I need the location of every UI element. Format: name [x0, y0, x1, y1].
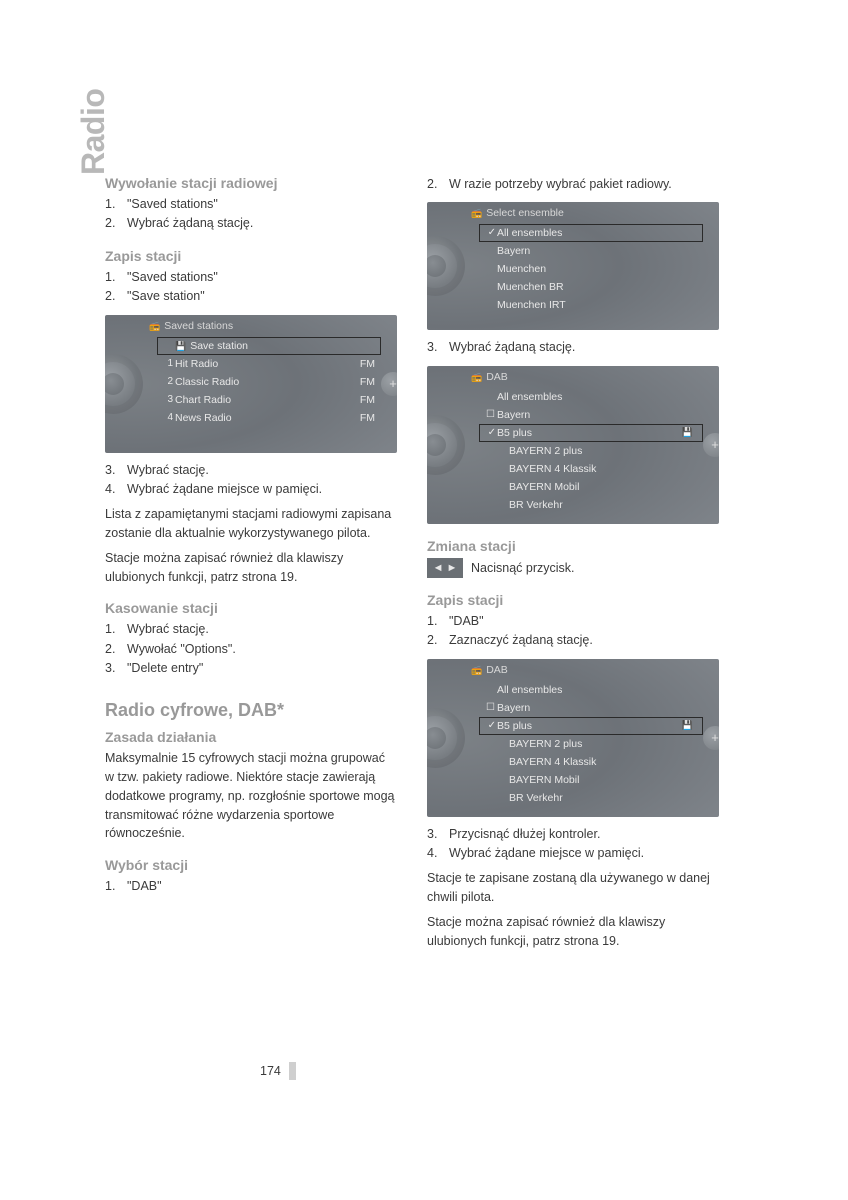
screenshot-row: BAYERN 2 plus — [479, 442, 703, 460]
screenshot-row: ✓All ensembles — [479, 224, 703, 242]
list-item: 1."DAB" — [427, 612, 719, 631]
list-save-station-dab-cont: 3.Przycisnąć dłużej kontroler. 4.Wybrać … — [427, 825, 719, 864]
list-item: 2.Wywołać "Options". — [105, 640, 397, 659]
list-select-station-cont2: 3.Wybrać żądaną stację. — [427, 338, 719, 357]
screenshot-row: ✓B5 plus💾 — [479, 717, 703, 735]
heading-save-station-dab: Zapis stacji — [427, 592, 719, 608]
list-delete-station: 1.Wybrać stację. 2.Wywołać "Options". 3.… — [105, 620, 397, 678]
screenshot-row: ☐Bayern — [479, 699, 703, 717]
paragraph: Lista z zapamiętanymi stacjami radiowymi… — [105, 505, 397, 543]
screenshot-row: Bayern — [479, 242, 703, 260]
paragraph: Maksymalnie 15 cyfrowych stacji można gr… — [105, 749, 397, 843]
screenshot-row: BAYERN 4 Klassik — [479, 460, 703, 478]
screenshot-row: Muenchen BR — [479, 278, 703, 296]
list-select-station-cont: 2.W razie potrzeby wybrać pakiet radiowy… — [427, 175, 719, 194]
screenshot-row: BAYERN 2 plus — [479, 735, 703, 753]
list-recall-station: 1."Saved stations" 2.Wybrać żądaną stacj… — [105, 195, 397, 234]
screenshot-header: 📻Saved stations — [105, 315, 397, 335]
screenshot-dab-2: + 📻DAB All ensembles ☐Bayern ✓B5 plus💾 B… — [427, 659, 719, 817]
list-item: 4.Wybrać żądane miejsce w pamięci. — [427, 844, 719, 863]
screenshot-row: 2Classic RadioFM — [157, 373, 381, 391]
list-save-station: 1."Saved stations" 2."Save station" — [105, 268, 397, 307]
list-item: 3.Przycisnąć dłużej kontroler. — [427, 825, 719, 844]
page-content: Wywołanie stacji radiowej 1."Saved stati… — [105, 175, 725, 950]
screenshot-row-save: 💾Save station — [157, 337, 381, 355]
heading-change-station: Zmiana stacji — [427, 538, 719, 554]
list-item: 1.Wybrać stację. — [105, 620, 397, 639]
list-item: 2.Wybrać żądaną stację. — [105, 214, 397, 233]
screenshot-row: All ensembles — [479, 388, 703, 406]
screenshot-row: ☐Bayern — [479, 406, 703, 424]
heading-save-station: Zapis stacji — [105, 248, 397, 264]
screenshot-row: BR Verkehr — [479, 496, 703, 514]
screenshot-header: 📻Select ensemble — [427, 202, 719, 222]
screenshot-row: BAYERN Mobil — [479, 771, 703, 789]
list-save-station-cont: 3.Wybrać stację. 4.Wybrać żądane miejsce… — [105, 461, 397, 500]
list-item: 1."Saved stations" — [105, 268, 397, 287]
screenshot-row: Muenchen IRT — [479, 296, 703, 314]
list-item: 1."DAB" — [105, 877, 397, 896]
section-side-label: Radio — [75, 89, 112, 175]
screenshot-row: Muenchen — [479, 260, 703, 278]
heading-recall-station: Wywołanie stacji radiowej — [105, 175, 397, 191]
list-save-station-dab: 1."DAB" 2.Zaznaczyć żądaną stację. — [427, 612, 719, 651]
right-column: 2.W razie potrzeby wybrać pakiet radiowy… — [427, 175, 719, 950]
screenshot-row: BAYERN 4 Klassik — [479, 753, 703, 771]
prev-next-button-icon: ◄ ► — [427, 558, 463, 578]
screenshot-saved-stations: + 📻Saved stations 💾Save station 1Hit Rad… — [105, 315, 397, 453]
list-item: 2.W razie potrzeby wybrać pakiet radiowy… — [427, 175, 719, 194]
heading-delete-station: Kasowanie stacji — [105, 600, 397, 616]
screenshot-row: 4News RadioFM — [157, 409, 381, 427]
list-item: 2."Save station" — [105, 287, 397, 306]
list-item: 3.Wybrać żądaną stację. — [427, 338, 719, 357]
list-item: 3."Delete entry" — [105, 659, 397, 678]
screenshot-select-ensemble: 📻Select ensemble ✓All ensembles Bayern M… — [427, 202, 719, 330]
heading-digital-radio: Radio cyfrowe, DAB* — [105, 700, 397, 721]
screenshot-row: All ensembles — [479, 681, 703, 699]
paragraph: Stacje te zapisane zostaną dla używanego… — [427, 869, 719, 907]
list-item: 4.Wybrać żądane miejsce w pamięci. — [105, 480, 397, 499]
heading-principle: Zasada działania — [105, 729, 397, 745]
screenshot-header: 📻DAB — [427, 366, 719, 386]
screenshot-row: BR Verkehr — [479, 789, 703, 807]
screenshot-header: 📻DAB — [427, 659, 719, 679]
page-number-bar-icon — [289, 1062, 296, 1080]
press-text: Nacisnąć przycisk. — [471, 561, 575, 575]
screenshot-row: BAYERN Mobil — [479, 478, 703, 496]
list-select-station: 1."DAB" — [105, 877, 397, 896]
list-item: 2.Zaznaczyć żądaną stację. — [427, 631, 719, 650]
page-number: 174 — [260, 1062, 296, 1080]
press-instruction: ◄ ► Nacisnąć przycisk. — [427, 558, 719, 578]
paragraph: Stacje można zapisać również dla klawisz… — [427, 913, 719, 951]
screenshot-row: 3Chart RadioFM — [157, 391, 381, 409]
screenshot-row: 1Hit RadioFM — [157, 355, 381, 373]
left-column: Wywołanie stacji radiowej 1."Saved stati… — [105, 175, 397, 950]
screenshot-row: ✓B5 plus💾 — [479, 424, 703, 442]
list-item: 3.Wybrać stację. — [105, 461, 397, 480]
screenshot-dab-1: + 📻DAB All ensembles ☐Bayern ✓B5 plus💾 B… — [427, 366, 719, 524]
heading-select-station: Wybór stacji — [105, 857, 397, 873]
paragraph: Stacje można zapisać również dla klawisz… — [105, 549, 397, 587]
list-item: 1."Saved stations" — [105, 195, 397, 214]
